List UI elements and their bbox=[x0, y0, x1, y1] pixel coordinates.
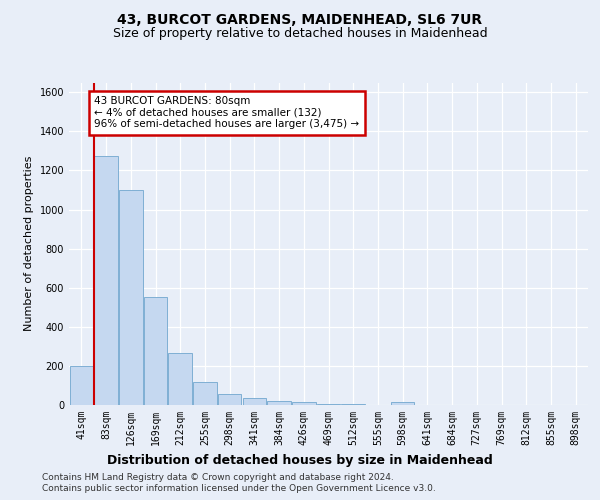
Bar bbox=[391, 402, 415, 405]
Text: Contains public sector information licensed under the Open Government Licence v3: Contains public sector information licen… bbox=[42, 484, 436, 493]
Text: 43 BURCOT GARDENS: 80sqm
← 4% of detached houses are smaller (132)
96% of semi-d: 43 BURCOT GARDENS: 80sqm ← 4% of detache… bbox=[94, 96, 359, 130]
Text: 43, BURCOT GARDENS, MAIDENHEAD, SL6 7UR: 43, BURCOT GARDENS, MAIDENHEAD, SL6 7UR bbox=[118, 12, 482, 26]
Bar bbox=[317, 404, 340, 405]
Bar bbox=[94, 156, 118, 405]
Text: Distribution of detached houses by size in Maidenhead: Distribution of detached houses by size … bbox=[107, 454, 493, 467]
Bar bbox=[268, 400, 291, 405]
Bar bbox=[144, 296, 167, 405]
Bar bbox=[242, 398, 266, 405]
Bar bbox=[169, 353, 192, 405]
Bar bbox=[341, 404, 365, 405]
Bar bbox=[70, 366, 93, 405]
Text: Size of property relative to detached houses in Maidenhead: Size of property relative to detached ho… bbox=[113, 28, 487, 40]
Y-axis label: Number of detached properties: Number of detached properties bbox=[24, 156, 34, 332]
Bar bbox=[218, 394, 241, 405]
Bar bbox=[119, 190, 143, 405]
Bar bbox=[292, 402, 316, 405]
Bar bbox=[193, 382, 217, 405]
Text: Contains HM Land Registry data © Crown copyright and database right 2024.: Contains HM Land Registry data © Crown c… bbox=[42, 472, 394, 482]
